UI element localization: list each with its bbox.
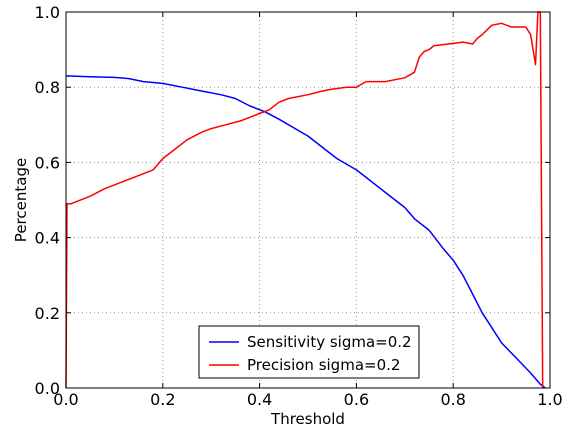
- y-tick-label: 1.0: [35, 3, 60, 22]
- series-line-sensitivity: [65, 75, 546, 389]
- plot-frame: [65, 11, 551, 389]
- x-tick-label: 0.8: [440, 390, 465, 409]
- legend-label: Sensitivity sigma=0.2: [247, 333, 412, 351]
- x-tick-label: 0.2: [150, 390, 175, 409]
- y-tick-label: 0.8: [35, 78, 60, 97]
- x-tick-label: 0.6: [344, 390, 369, 409]
- y-tick-label: 0.6: [35, 153, 60, 172]
- legend: Sensitivity sigma=0.2 Precision sigma=0.2: [198, 325, 420, 379]
- y-tick-label: 0.4: [35, 229, 60, 248]
- y-tick-label: 0.2: [35, 304, 60, 323]
- legend-box: [198, 325, 420, 379]
- series-line-precision: [65, 11, 544, 389]
- x-axis-label: Threshold: [270, 410, 345, 428]
- x-tick-label: 1.0: [537, 390, 562, 409]
- y-axis-label: Percentage: [12, 158, 30, 242]
- y-tick-label: 0.0: [35, 379, 60, 398]
- legend-label: Precision sigma=0.2: [247, 356, 400, 374]
- axis-ticks: 0.0 0.2 0.4 0.6 0.8 1.0 0.0 0.2 0.4 0.6 0.8 1.0: [35, 3, 563, 409]
- series-layer: [65, 11, 546, 389]
- x-tick-label: 0.0: [53, 390, 78, 409]
- x-tick-label: 0.4: [247, 390, 272, 409]
